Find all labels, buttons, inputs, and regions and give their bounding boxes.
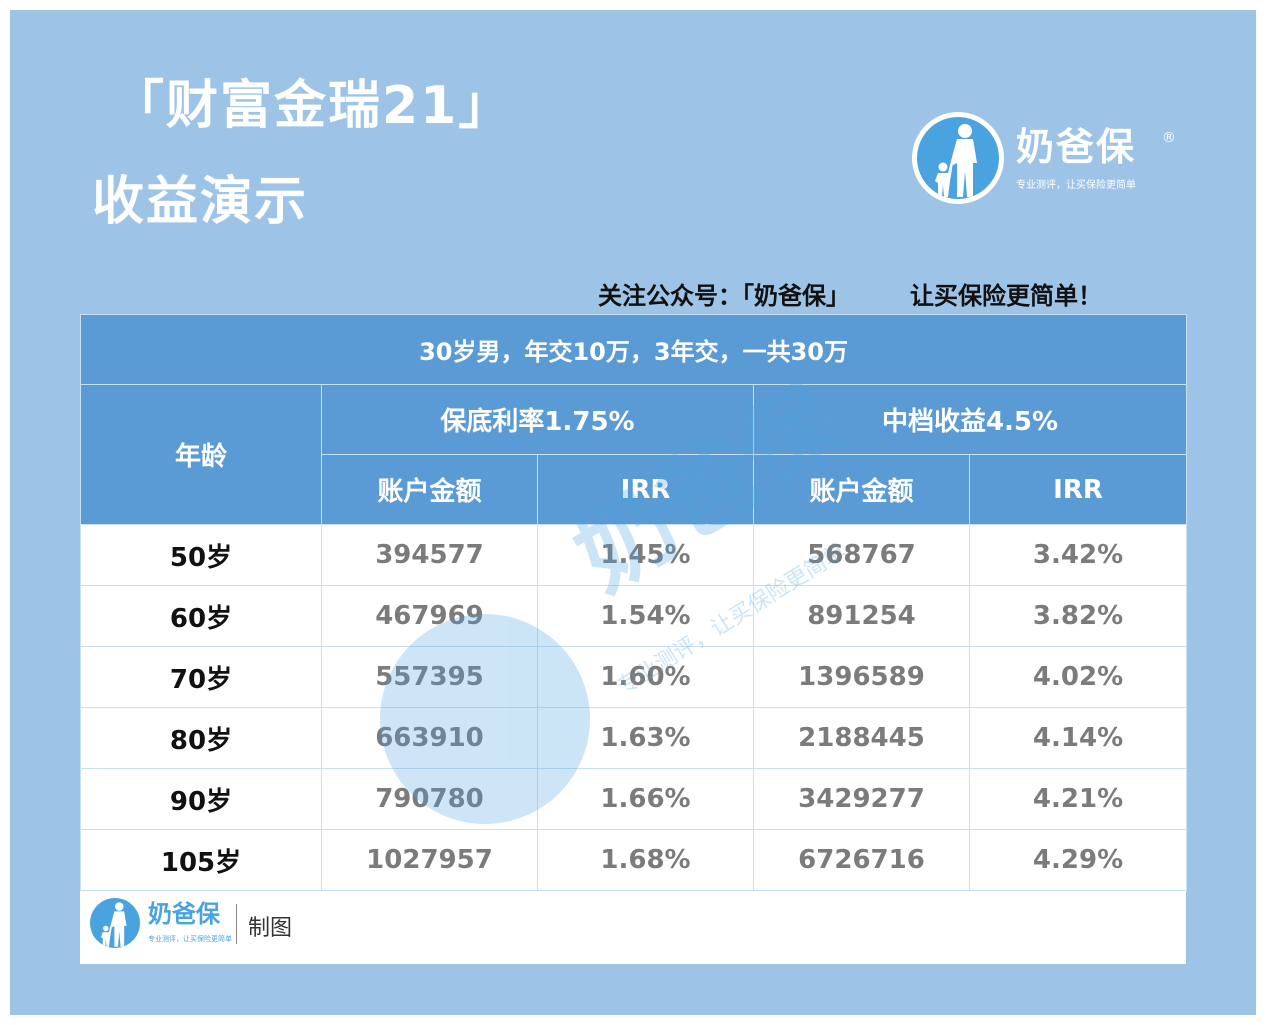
parent-child-icon: [917, 117, 999, 199]
credit-label: 制图: [248, 916, 293, 941]
credit-slogan: 专业测评，让买保险更简单: [148, 935, 232, 943]
amount-cell: 790780: [321, 768, 538, 830]
returns-table: 30岁男，年交10万，3年交，一共30万 年龄 保底利率1.75% 中档收益4.…: [79, 314, 1188, 891]
poster-subtitle: 收益演示: [92, 172, 309, 232]
table-caption: 30岁男，年交10万，3年交，一共30万: [79, 314, 1188, 385]
poster-title: 「财富金瑞21」: [112, 76, 513, 136]
irr-cell: 3.42%: [968, 524, 1188, 586]
irr-cell: 4.02%: [968, 646, 1188, 708]
irr-cell: 1.60%: [537, 646, 754, 708]
irr-cell: 1.45%: [537, 524, 754, 586]
col-header-amount: 账户金额: [753, 454, 970, 525]
age-cell: 50岁: [80, 524, 322, 586]
col-header-irr: IRR: [968, 454, 1188, 525]
amount-cell: 891254: [753, 585, 970, 647]
irr-cell: 1.68%: [537, 829, 754, 891]
irr-cell: 1.54%: [537, 585, 754, 647]
irr-cell: 4.14%: [968, 707, 1188, 769]
amount-cell: 6726716: [753, 829, 970, 891]
amount-cell: 394577: [321, 524, 538, 586]
amount-cell: 3429277: [753, 768, 970, 830]
amount-cell: 467969: [321, 585, 538, 647]
table-row: 80岁 663910 1.63% 2188445 4.14%: [80, 707, 1188, 769]
col-header-amount: 账户金额: [321, 454, 538, 525]
age-cell: 70岁: [80, 646, 322, 708]
irr-cell: 4.21%: [968, 768, 1188, 830]
follow-tagline: 让买保险更简单！: [910, 282, 1102, 310]
brand-slogan: 专业测评，让买保险更简单: [1016, 180, 1136, 191]
table-row: 90岁 790780 1.66% 3429277 4.21%: [80, 768, 1188, 830]
col-header-irr: IRR: [537, 454, 754, 525]
credit-footer: 奶爸保 专业测评，让买保险更简单 制图: [90, 894, 390, 954]
amount-cell: 663910: [321, 707, 538, 769]
irr-cell: 3.82%: [968, 585, 1188, 647]
table-row: 105岁 1027957 1.68% 6726716 4.29%: [80, 829, 1188, 891]
brand-logo-badge: [912, 112, 1004, 204]
irr-cell: 4.29%: [968, 829, 1188, 891]
registered-mark: ®: [1162, 130, 1176, 146]
table-row: 60岁 467969 1.54% 891254 3.82%: [80, 585, 1188, 647]
amount-cell: 2188445: [753, 707, 970, 769]
amount-cell: 557395: [321, 646, 538, 708]
parent-child-icon: [90, 898, 140, 948]
amount-cell: 1396589: [753, 646, 970, 708]
amount-cell: 568767: [753, 524, 970, 586]
irr-cell: 1.66%: [537, 768, 754, 830]
returns-table-container: 30岁男，年交10万，3年交，一共30万 年龄 保底利率1.75% 中档收益4.…: [79, 314, 1188, 964]
credit-divider: [236, 904, 237, 944]
amount-cell: 1027957: [321, 829, 538, 891]
brand-logo: 奶爸保 ® 专业测评，让买保险更简单: [912, 112, 1176, 208]
irr-cell: 1.63%: [537, 707, 754, 769]
brand-name: 奶爸保: [1016, 125, 1137, 169]
age-cell: 80岁: [80, 707, 322, 769]
age-cell: 60岁: [80, 585, 322, 647]
age-header: 年龄: [80, 384, 322, 525]
credit-brand-name: 奶爸保: [148, 900, 220, 928]
group-header-guaranteed: 保底利率1.75%: [321, 384, 754, 455]
table-row: 70岁 557395 1.60% 1396589 4.02%: [80, 646, 1188, 708]
group-header-medium: 中档收益4.5%: [752, 384, 1188, 455]
follow-line: 关注公众号：「奶爸保」 让买保险更简单！: [598, 276, 1102, 311]
follow-label: 关注公众号：「奶爸保」: [598, 282, 850, 310]
age-cell: 105岁: [80, 829, 322, 891]
table-row: 50岁 394577 1.45% 568767 3.42%: [80, 524, 1188, 586]
age-cell: 90岁: [80, 768, 322, 830]
